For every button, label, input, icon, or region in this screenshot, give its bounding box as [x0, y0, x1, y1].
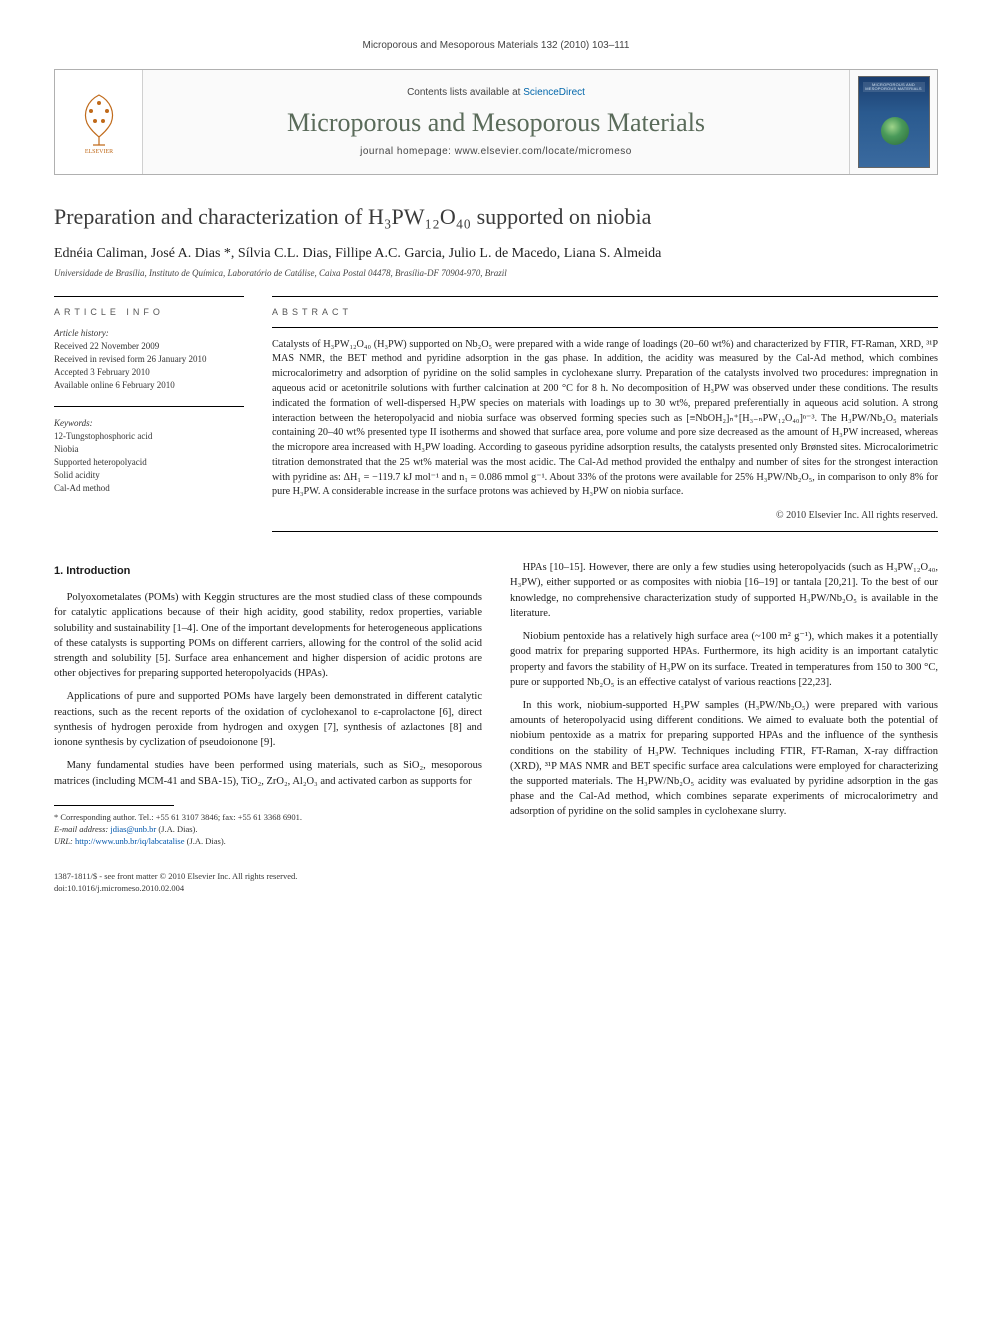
- section-heading-introduction: 1. Introduction: [54, 564, 482, 580]
- url-line: URL: http://www.unb.br/iq/labcatalise (J…: [54, 836, 482, 848]
- journal-cover-cell: MICROPOROUS AND MESOPOROUS MATERIALS: [849, 70, 937, 174]
- footnote-rule: [54, 805, 174, 806]
- elsevier-tree-icon: ELSEVIER: [69, 85, 129, 160]
- abstract-column: ABSTRACT Catalysts of H₃PW₁₂O₄₀ (H₃PW) s…: [272, 296, 938, 533]
- page: Microporous and Mesoporous Materials 132…: [0, 0, 992, 925]
- article-info-label: ARTICLE INFO: [54, 296, 244, 317]
- doi-block: 1387-1811/$ - see front matter © 2010 El…: [54, 871, 938, 895]
- sciencedirect-link[interactable]: ScienceDirect: [523, 87, 585, 98]
- footnotes-block: * Corresponding author. Tel.: +55 61 310…: [54, 812, 482, 848]
- journal-homepage-line: journal homepage: www.elsevier.com/locat…: [153, 146, 839, 157]
- authors-line: Ednéia Caliman, José A. Dias *, Sílvia C…: [54, 246, 938, 262]
- info-abstract-row: ARTICLE INFO Article history: Received 2…: [54, 296, 938, 533]
- header-center: Contents lists available at ScienceDirec…: [143, 70, 849, 174]
- body-paragraph: Niobium pentoxide has a relatively high …: [510, 629, 938, 690]
- keyword-line: 12-Tungstophosphoric acid: [54, 430, 244, 443]
- email-label: E-mail address:: [54, 824, 110, 834]
- keyword-line: Cal-Ad method: [54, 482, 244, 495]
- contents-prefix: Contents lists available at: [407, 87, 523, 98]
- contents-available-line: Contents lists available at ScienceDirec…: [153, 87, 839, 98]
- body-paragraph: Polyoxometalates (POMs) with Keggin stru…: [54, 590, 482, 681]
- history-line: Available online 6 February 2010: [54, 379, 244, 392]
- journal-name: Microporous and Mesoporous Materials: [153, 108, 839, 138]
- journal-header-box: ELSEVIER Contents lists available at Sci…: [54, 69, 938, 175]
- abstract-copyright: © 2010 Elsevier Inc. All rights reserved…: [272, 510, 938, 532]
- article-info-column: ARTICLE INFO Article history: Received 2…: [54, 296, 244, 533]
- affiliation-line: Universidade de Brasília, Instituto de Q…: [54, 268, 938, 278]
- history-line: Accepted 3 February 2010: [54, 366, 244, 379]
- email-link[interactable]: jdias@unb.br: [110, 824, 156, 834]
- email-who: (J.A. Dias).: [156, 824, 197, 834]
- keyword-line: Niobia: [54, 443, 244, 456]
- history-head: Article history:: [54, 327, 244, 340]
- journal-cover-icon: MICROPOROUS AND MESOPOROUS MATERIALS: [858, 76, 930, 168]
- article-history-block: Article history: Received 22 November 20…: [54, 327, 244, 392]
- email-line: E-mail address: jdias@unb.br (J.A. Dias)…: [54, 824, 482, 836]
- info-divider: [54, 406, 244, 407]
- homepage-prefix: journal homepage:: [360, 146, 455, 157]
- publisher-logo-cell: ELSEVIER: [55, 70, 143, 174]
- url-who: (J.A. Dias).: [184, 836, 225, 846]
- homepage-url: www.elsevier.com/locate/micromeso: [455, 146, 632, 157]
- keyword-line: Supported heteropolyacid: [54, 456, 244, 469]
- keyword-line: Solid acidity: [54, 469, 244, 482]
- running-head: Microporous and Mesoporous Materials 132…: [54, 40, 938, 51]
- svg-text:ELSEVIER: ELSEVIER: [84, 149, 112, 155]
- keywords-block: Keywords: 12-Tungstophosphoric acid Niob…: [54, 417, 244, 495]
- abstract-label: ABSTRACT: [272, 296, 938, 317]
- front-matter-line: 1387-1811/$ - see front matter © 2010 El…: [54, 871, 938, 883]
- corresponding-author-line: * Corresponding author. Tel.: +55 61 310…: [54, 812, 482, 824]
- cover-title-text: MICROPOROUS AND MESOPOROUS MATERIALS: [863, 83, 925, 92]
- doi-line: doi:10.1016/j.micromeso.2010.02.004: [54, 883, 938, 895]
- body-paragraph: In this work, niobium-supported H₃PW sam…: [510, 698, 938, 820]
- cover-graphic-icon: [881, 117, 909, 145]
- keywords-head: Keywords:: [54, 417, 244, 430]
- history-line: Received 22 November 2009: [54, 340, 244, 353]
- body-paragraph: Many fundamental studies have been perfo…: [54, 758, 482, 788]
- article-title: Preparation and characterization of H₃PW…: [54, 203, 938, 232]
- body-paragraph: Applications of pure and supported POMs …: [54, 689, 482, 750]
- body-paragraph: HPAs [10–15]. However, there are only a …: [510, 560, 938, 621]
- abstract-text: Catalysts of H₃PW₁₂O₄₀ (H₃PW) supported …: [272, 327, 938, 501]
- url-label: URL:: [54, 836, 75, 846]
- history-line: Received in revised form 26 January 2010: [54, 353, 244, 366]
- url-link[interactable]: http://www.unb.br/iq/labcatalise: [75, 836, 184, 846]
- body-two-column: 1. Introduction Polyoxometalates (POMs) …: [54, 560, 938, 847]
